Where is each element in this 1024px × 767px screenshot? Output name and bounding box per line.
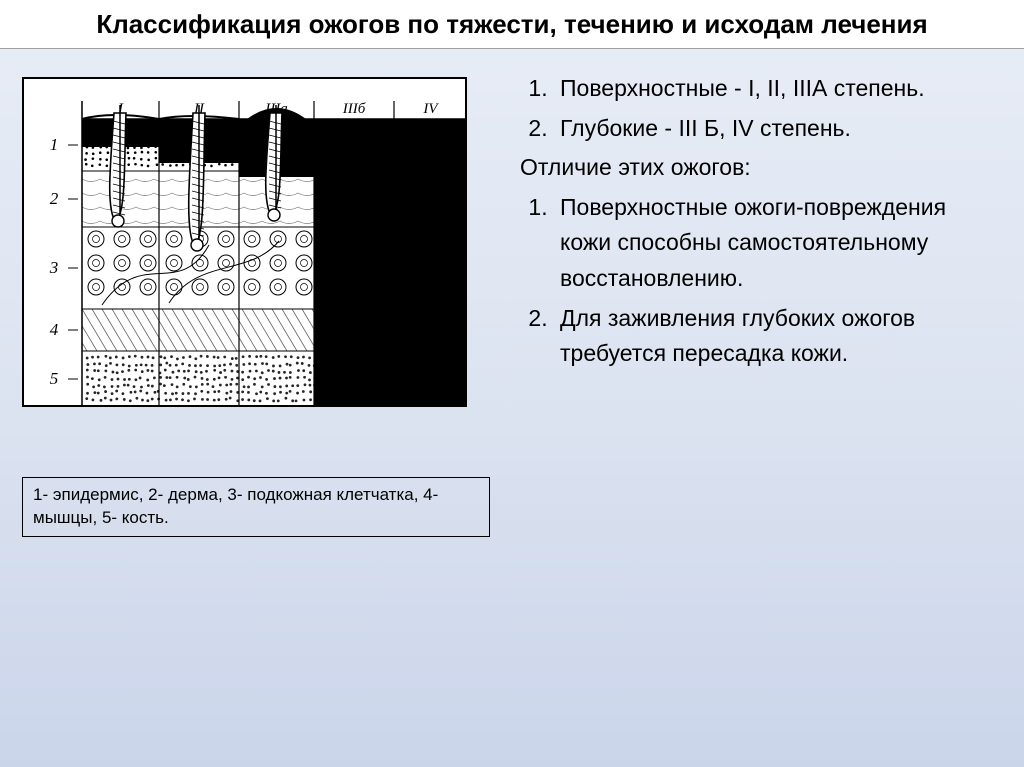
svg-text:1: 1 <box>50 135 59 154</box>
classification-list: Поверхностные - I, II, IIIА степень. Глуб… <box>520 71 994 146</box>
differences-list: Поверхностные ожоги-повреждения кожи спо… <box>520 190 994 372</box>
svg-text:3: 3 <box>49 258 59 277</box>
right-column: Поверхностные - I, II, IIIА степень. Глуб… <box>492 71 994 537</box>
title-bar: Классификация ожогов по тяжести, течению… <box>0 0 1024 49</box>
svg-text:2: 2 <box>50 189 59 208</box>
svg-text:IIIб: IIIб <box>342 101 366 117</box>
left-column: IIIIIIаIIIбIV12345 1- эпидермис, 2- дерм… <box>22 71 492 537</box>
svg-text:IV: IV <box>422 101 439 117</box>
svg-text:IIIа: IIIа <box>264 101 288 117</box>
diagram-legend: 1- эпидермис, 2- дерма, 3- подкожная кле… <box>22 477 490 537</box>
skin-diagram-svg: IIIIIIаIIIбIV12345 <box>24 79 467 407</box>
page-title: Классификация ожогов по тяжести, течению… <box>20 10 1004 40</box>
svg-text:5: 5 <box>50 369 59 388</box>
list-item: Поверхностные ожоги-повреждения кожи спо… <box>554 190 994 297</box>
svg-text:I: I <box>117 101 124 117</box>
svg-text:II: II <box>193 101 205 117</box>
skin-diagram: IIIIIIаIIIбIV12345 <box>22 77 467 407</box>
list-item: Глубокие - III Б, IV степень. <box>554 111 994 147</box>
content-area: IIIIIIаIIIбIV12345 1- эпидермис, 2- дерм… <box>0 49 1024 537</box>
list-item: Поверхностные - I, II, IIIА степень. <box>554 71 994 107</box>
list-item: Для заживления глубоких ожогов требуется… <box>554 301 994 372</box>
differences-heading: Отличие этих ожогов: <box>520 150 994 186</box>
svg-text:4: 4 <box>50 320 59 339</box>
